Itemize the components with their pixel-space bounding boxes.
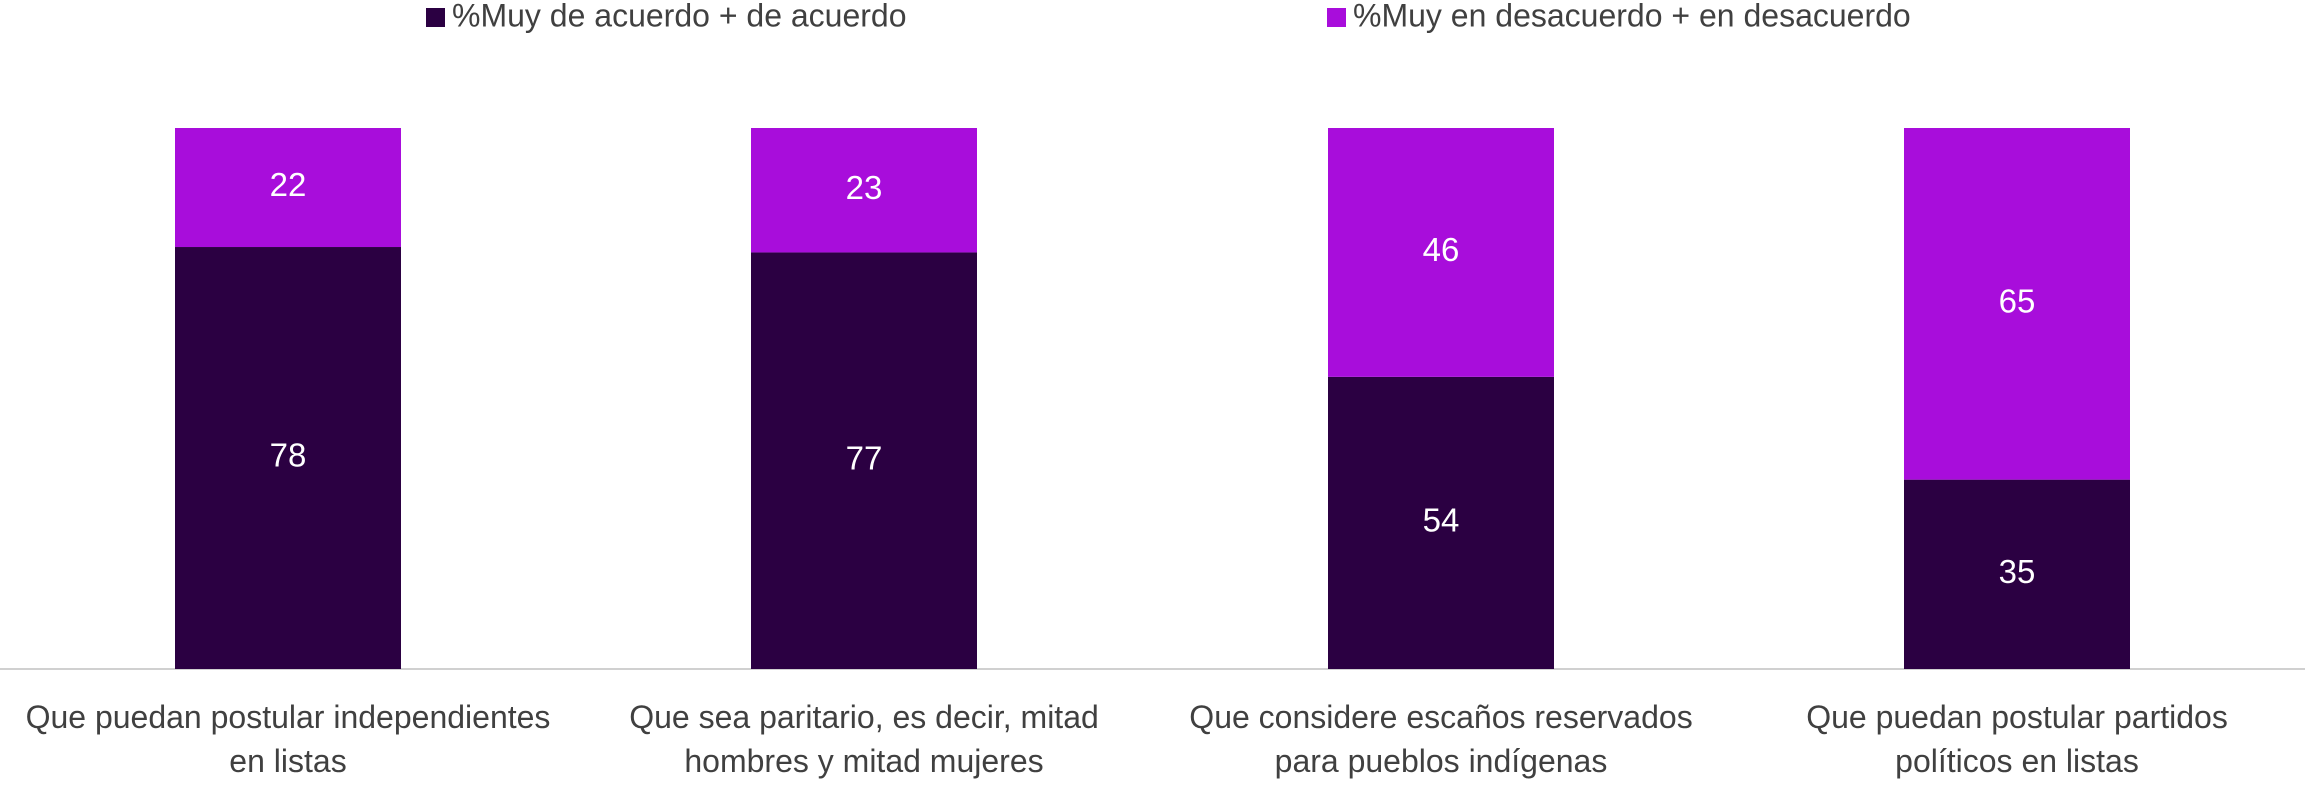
bar-segment: [175, 247, 401, 669]
value-label: 78: [270, 437, 307, 474]
bar-segment: [1904, 128, 2130, 480]
value-label: 22: [270, 166, 307, 203]
bar-segment: [1904, 479, 2130, 669]
bar-segment: [175, 128, 401, 248]
bar-segment: [1328, 128, 1554, 377]
x-tick-label: Que puedan postular independientes en lis…: [26, 699, 551, 779]
legend-label: %Muy de acuerdo + de acuerdo: [452, 0, 907, 33]
x-tick-label: Que sea paritario, es decir, mitad hombre…: [629, 699, 1099, 779]
value-label: 65: [1999, 283, 2036, 320]
legend-swatch: [426, 8, 445, 27]
value-label: 54: [1423, 502, 1460, 539]
bar-segment: [751, 128, 977, 253]
value-label: 46: [1423, 231, 1460, 268]
bar-segment: [751, 252, 977, 669]
value-label: 77: [846, 439, 883, 476]
x-tick-label: Que considere escaños reservados para pue…: [1189, 699, 1692, 779]
value-label: 23: [846, 169, 883, 206]
legend-swatch: [1327, 8, 1346, 27]
x-tick-label: Que puedan postular partidos políticos en…: [1806, 699, 2228, 779]
legend-label: %Muy en desacuerdo + en desacuerdo: [1353, 0, 1911, 33]
value-label: 35: [1999, 553, 2036, 590]
bar-segment: [1328, 376, 1554, 669]
